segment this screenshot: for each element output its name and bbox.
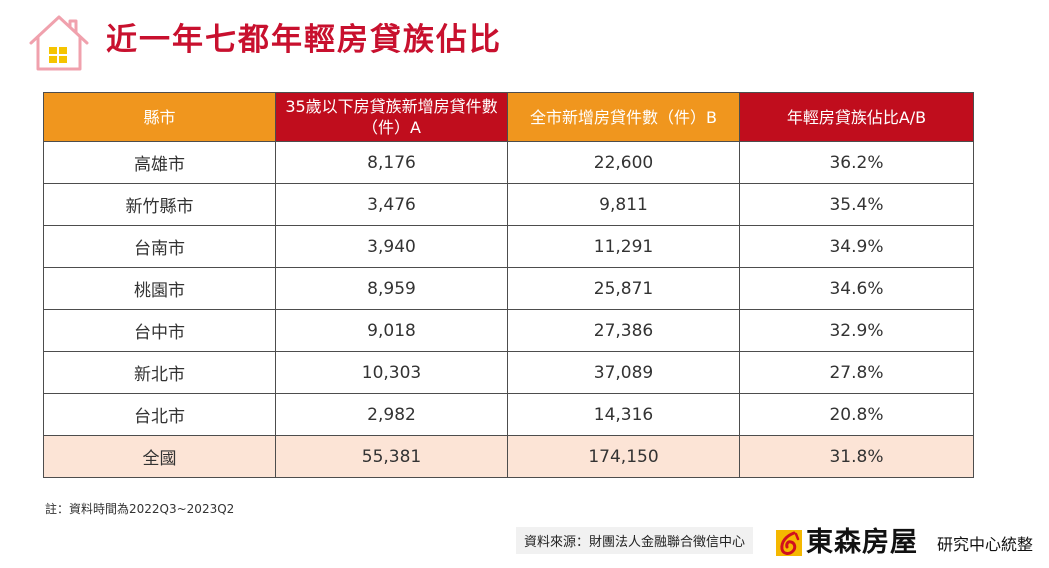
brand-logo-text: 東森房屋 [806, 527, 918, 558]
ratio-cell: 35.4% [739, 183, 974, 226]
header-total-loans: 全市新增房貸件數（件）B [507, 92, 740, 142]
data-note: 註：資料時間為2022Q3~2023Q2 [45, 502, 235, 516]
table-row: 台北市 2,982 14,316 20.8% [43, 393, 974, 436]
young-loans-cell: 3,476 [275, 183, 508, 226]
house-icon [29, 15, 89, 71]
young-loans-cell: 9,018 [275, 309, 508, 352]
total-loans-cell: 14,316 [507, 393, 740, 436]
ratio-cell: 31.8% [739, 435, 974, 478]
city-cell: 全國 [43, 435, 276, 478]
city-cell: 桃園市 [43, 267, 276, 310]
brand-subtitle: 研究中心統整 [937, 535, 1034, 554]
ratio-cell: 34.9% [739, 225, 974, 268]
young-loans-cell: 2,982 [275, 393, 508, 436]
city-cell: 台中市 [43, 309, 276, 352]
ratio-cell: 34.6% [739, 267, 974, 310]
table-row: 台南市 3,940 11,291 34.9% [43, 225, 974, 268]
total-loans-cell: 27,386 [507, 309, 740, 352]
total-loans-cell: 22,600 [507, 141, 740, 184]
young-loans-cell: 8,959 [275, 267, 508, 310]
total-loans-cell: 11,291 [507, 225, 740, 268]
ratio-cell: 20.8% [739, 393, 974, 436]
city-cell: 台南市 [43, 225, 276, 268]
ratio-cell: 27.8% [739, 351, 974, 394]
table-row: 新竹縣市 3,476 9,811 35.4% [43, 183, 974, 226]
young-loans-cell: 8,176 [275, 141, 508, 184]
source-label: 資料來源：財團法人金融聯合徵信中心 [516, 527, 754, 554]
total-loans-cell: 9,811 [507, 183, 740, 226]
table-row: 台中市 9,018 27,386 32.9% [43, 309, 974, 352]
city-cell: 台北市 [43, 393, 276, 436]
city-cell: 新北市 [43, 351, 276, 394]
data-table: 縣市 35歲以下房貸族新增房貸件數（件）A 全市新增房貸件數（件）B 年輕房貸族… [43, 92, 974, 478]
total-row: 全國 55,381 174,150 31.8% [43, 435, 974, 478]
header-city: 縣市 [43, 92, 276, 142]
header-young-loans: 35歲以下房貸族新增房貸件數（件）A [275, 92, 508, 142]
table-row: 新北市 10,303 37,089 27.8% [43, 351, 974, 394]
total-loans-cell: 174,150 [507, 435, 740, 478]
logo-mark-icon [776, 530, 802, 556]
total-loans-cell: 25,871 [507, 267, 740, 310]
city-cell: 新竹縣市 [43, 183, 276, 226]
ratio-cell: 36.2% [739, 141, 974, 184]
total-loans-cell: 37,089 [507, 351, 740, 394]
city-cell: 高雄市 [43, 141, 276, 184]
ratio-cell: 32.9% [739, 309, 974, 352]
table-row: 桃園市 8,959 25,871 34.6% [43, 267, 974, 310]
young-loans-cell: 3,940 [275, 225, 508, 268]
header-row: 縣市 35歲以下房貸族新增房貸件數（件）A 全市新增房貸件數（件）B 年輕房貸族… [43, 92, 974, 142]
young-loans-cell: 10,303 [275, 351, 508, 394]
header-ratio: 年輕房貸族佔比A/B [739, 92, 974, 142]
page-title: 近一年七都年輕房貸族佔比 [106, 22, 502, 58]
table-row: 高雄市 8,176 22,600 36.2% [43, 141, 974, 184]
young-loans-cell: 55,381 [275, 435, 508, 478]
